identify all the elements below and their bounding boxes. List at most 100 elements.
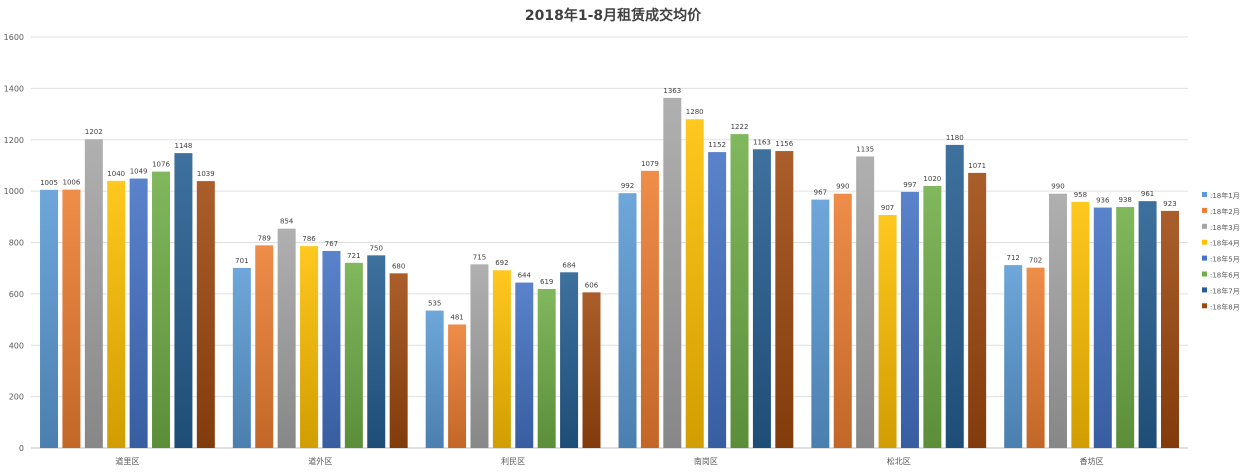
data-label: 1152 xyxy=(708,141,726,149)
legend-label: :18年2月 xyxy=(1210,207,1240,216)
bar xyxy=(515,282,534,448)
data-label: 1040 xyxy=(107,170,125,178)
data-label: 992 xyxy=(621,182,634,190)
bar xyxy=(174,153,193,449)
bar xyxy=(255,245,274,448)
legend-swatch xyxy=(1202,303,1207,309)
bar xyxy=(277,228,296,448)
bar xyxy=(730,134,749,448)
bar xyxy=(663,97,682,449)
bar xyxy=(945,144,964,448)
legend-label: :18年1月 xyxy=(1210,191,1240,200)
bar xyxy=(1071,201,1090,448)
chart-title: 2018年1-8月租赁成交均价 xyxy=(525,7,702,24)
bar xyxy=(470,264,489,448)
data-label: 721 xyxy=(347,252,360,260)
bar xyxy=(752,149,771,448)
bar xyxy=(900,191,919,448)
y-tick-label: 1400 xyxy=(4,84,24,93)
legend-swatch xyxy=(1202,271,1207,277)
data-label: 767 xyxy=(325,240,338,248)
data-label: 923 xyxy=(1163,200,1176,208)
bar xyxy=(107,180,126,448)
data-label: 644 xyxy=(518,272,532,280)
bars: 1005 1006 1202 1040 1049 1076 1148 1039 701 789 85… xyxy=(40,87,1179,449)
data-label: 481 xyxy=(450,313,463,321)
y-tick-label: 200 xyxy=(9,393,24,402)
data-label: 1020 xyxy=(923,175,941,183)
bar xyxy=(1026,267,1045,448)
data-label: 1163 xyxy=(753,138,771,146)
data-label: 961 xyxy=(1141,190,1154,198)
bar xyxy=(1116,207,1135,448)
y-tick-label: 1200 xyxy=(4,136,24,145)
data-label: 1280 xyxy=(686,108,704,116)
legend-label: :18年3月 xyxy=(1210,223,1240,232)
data-label: 1148 xyxy=(175,142,193,150)
y-tick-label: 400 xyxy=(9,341,24,350)
data-label: 967 xyxy=(814,189,827,197)
y-tick-label: 600 xyxy=(9,290,24,299)
bar xyxy=(618,193,637,448)
data-label: 619 xyxy=(540,278,553,286)
bar xyxy=(84,139,103,448)
legend-label: :18年4月 xyxy=(1210,239,1240,248)
x-category-label: 香坊区 xyxy=(1080,456,1104,466)
data-label: 786 xyxy=(302,235,316,243)
bar xyxy=(1160,210,1179,448)
data-label: 1180 xyxy=(946,134,964,142)
bar xyxy=(425,310,444,448)
data-label: 1039 xyxy=(197,170,215,178)
data-label: 854 xyxy=(280,218,294,226)
bar xyxy=(811,199,830,448)
data-label: 1363 xyxy=(663,87,681,95)
data-label: 990 xyxy=(1051,183,1064,191)
bar xyxy=(685,119,704,448)
y-tick-label: 800 xyxy=(9,239,24,248)
data-label: 715 xyxy=(473,253,486,261)
bar xyxy=(492,270,511,448)
data-label: 1202 xyxy=(85,128,103,136)
y-axis: 0 200 400 600 800 1000 1200 1400 1600 xyxy=(4,33,24,453)
data-label: 606 xyxy=(585,281,599,289)
data-label: 692 xyxy=(495,259,508,267)
bar xyxy=(640,170,659,448)
data-label: 702 xyxy=(1029,257,1042,265)
legend-swatch xyxy=(1202,255,1207,261)
data-label: 938 xyxy=(1118,196,1131,204)
bar xyxy=(367,255,386,448)
data-label: 750 xyxy=(370,244,383,252)
data-label: 684 xyxy=(562,261,576,269)
data-label: 1222 xyxy=(731,123,749,131)
data-label: 1049 xyxy=(130,168,148,176)
bar xyxy=(300,246,319,448)
bar xyxy=(152,171,171,449)
data-label: 936 xyxy=(1096,197,1110,205)
bar xyxy=(560,272,579,448)
bar xyxy=(923,185,942,449)
bar xyxy=(878,215,897,448)
data-label: 1079 xyxy=(641,160,659,168)
bar xyxy=(322,250,341,448)
legend-label: :18年6月 xyxy=(1210,271,1240,280)
data-label: 1006 xyxy=(63,179,81,187)
data-label: 535 xyxy=(428,300,441,308)
bar xyxy=(968,172,987,448)
bar xyxy=(129,178,148,448)
bar xyxy=(537,288,556,448)
legend-label: :18年5月 xyxy=(1210,255,1240,264)
bar xyxy=(448,324,467,448)
bar xyxy=(232,267,251,448)
y-tick-label: 1000 xyxy=(4,187,24,196)
data-label: 712 xyxy=(1006,254,1019,262)
data-label: 1135 xyxy=(856,145,874,153)
legend-swatch xyxy=(1202,192,1207,197)
legend-swatch xyxy=(1202,287,1207,293)
x-category-label: 利民区 xyxy=(501,456,525,466)
y-tick-label: 1600 xyxy=(4,33,24,42)
bar xyxy=(40,189,59,448)
bar xyxy=(708,152,727,448)
bar xyxy=(1048,193,1067,448)
bar xyxy=(833,193,852,448)
